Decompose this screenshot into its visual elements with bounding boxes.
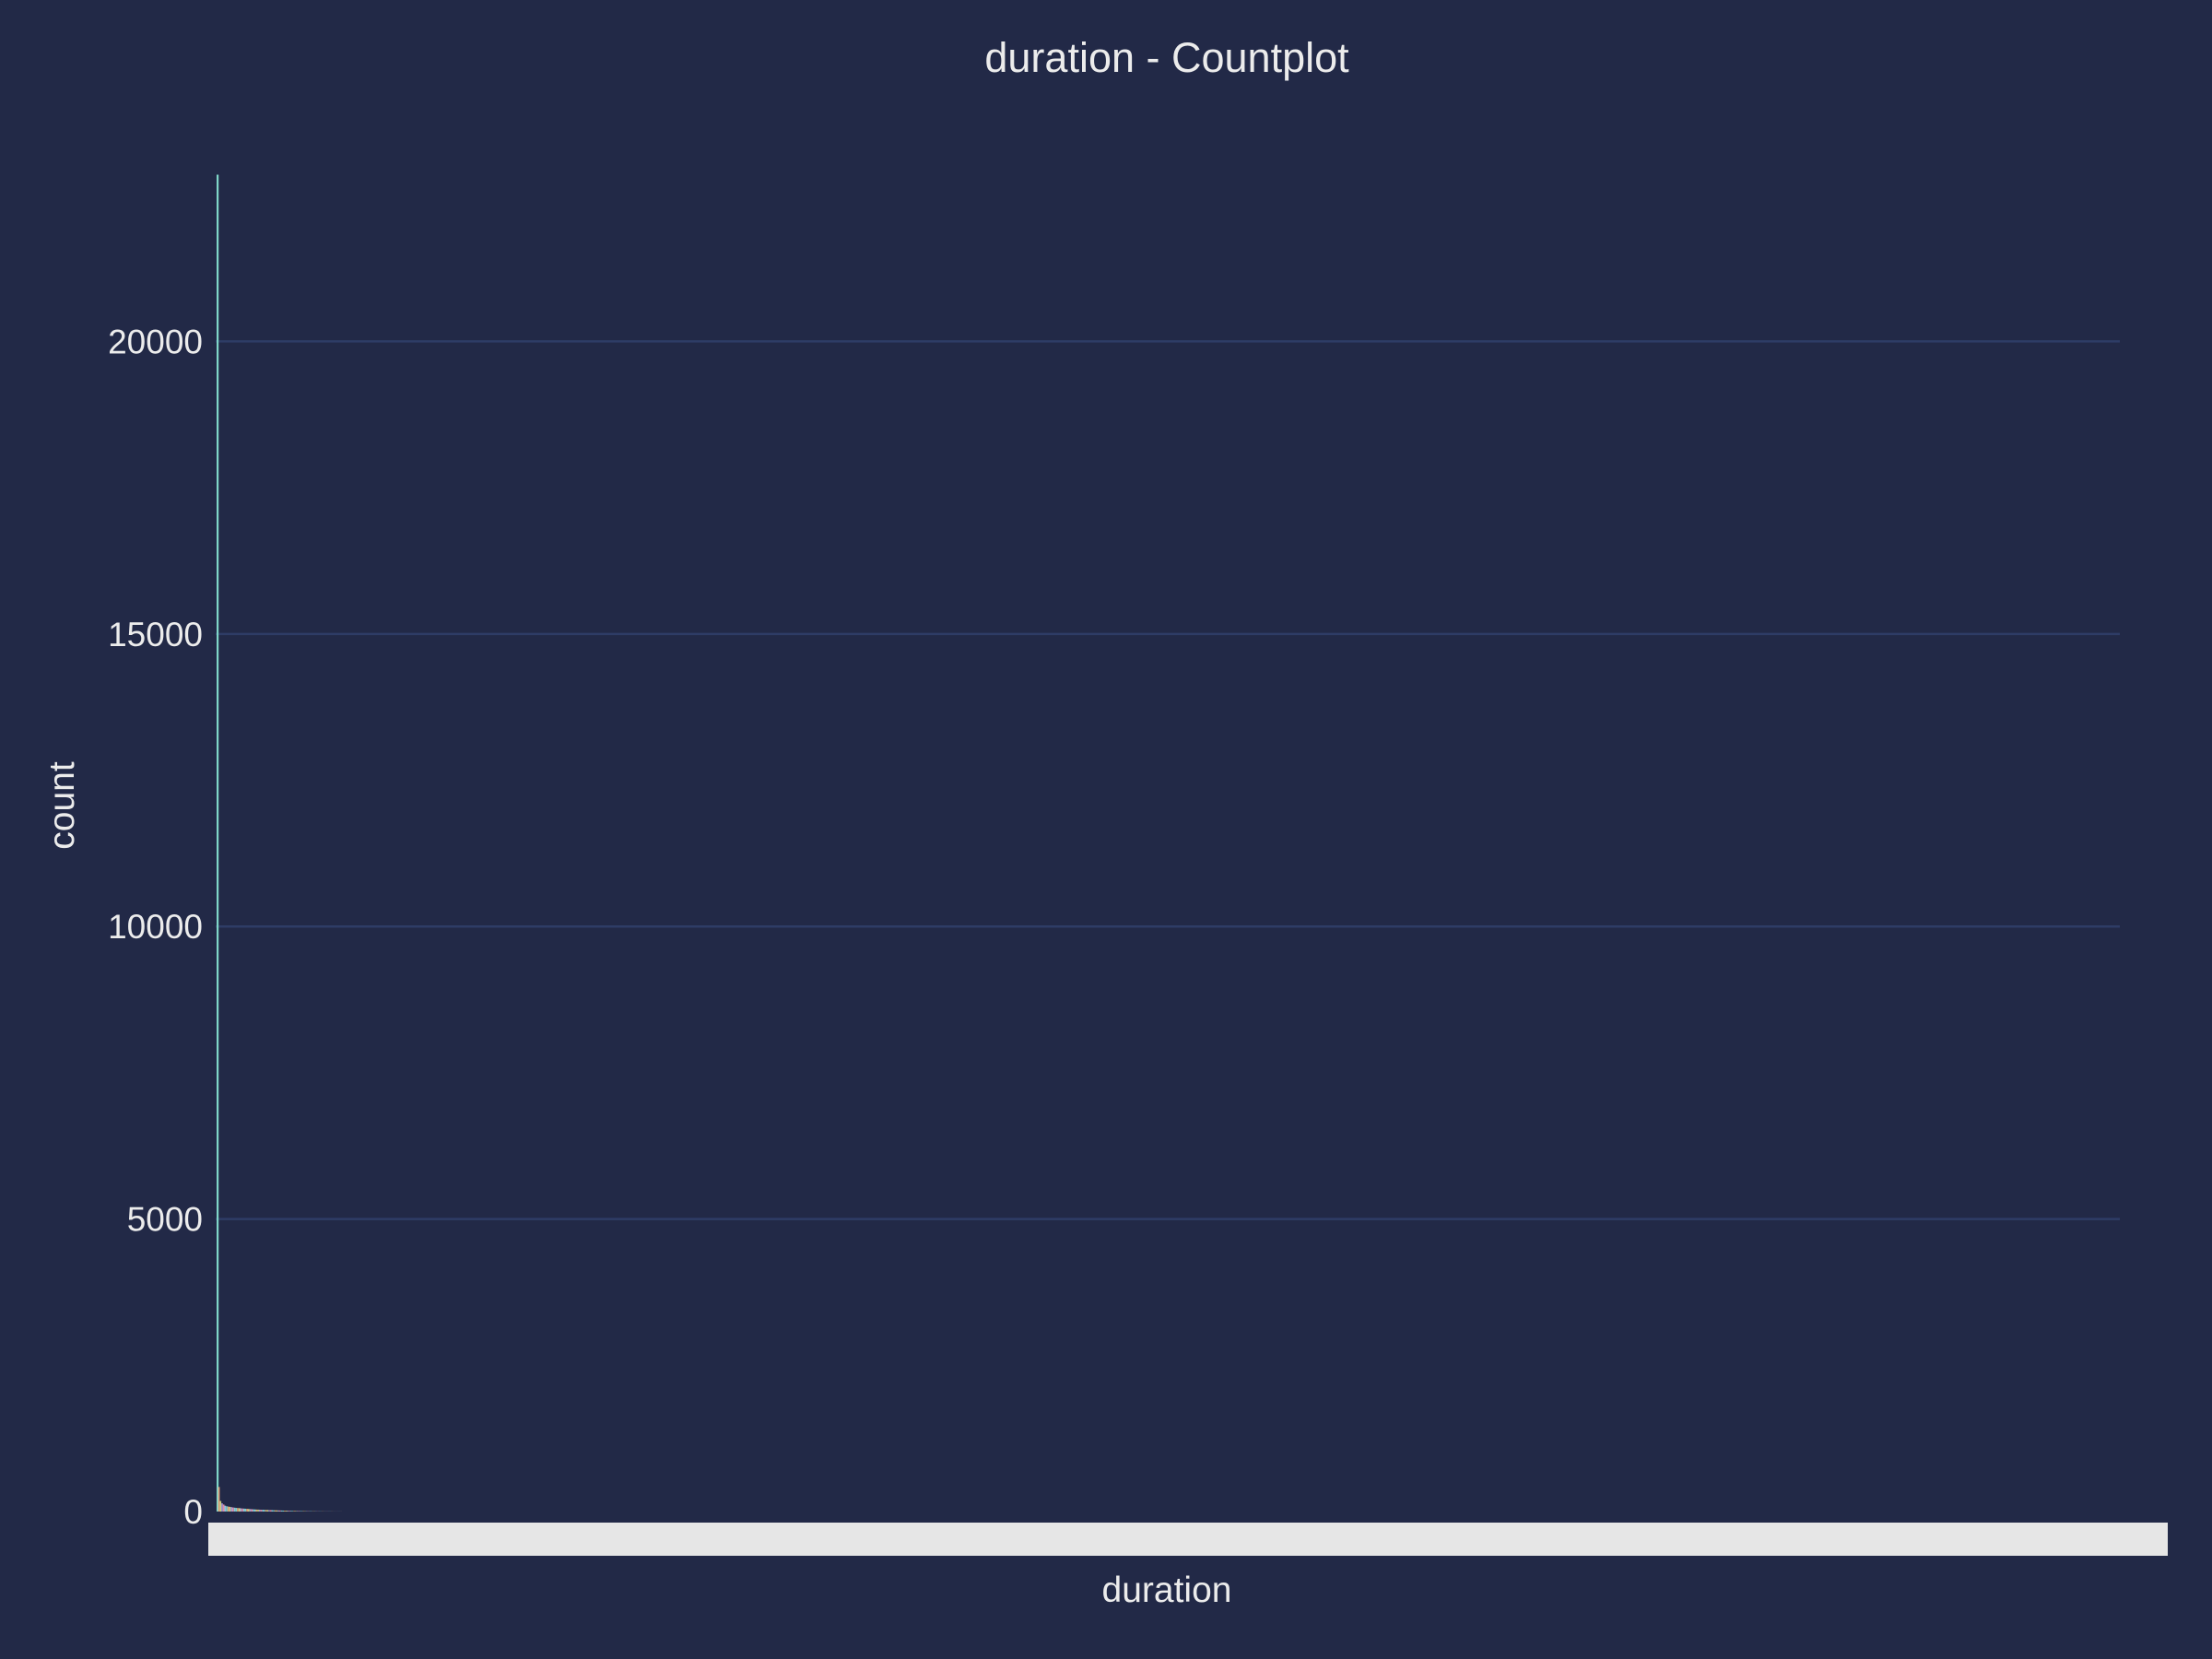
bar	[296, 1511, 299, 1512]
y-tick-label: 5000	[127, 1201, 203, 1239]
bar	[269, 1510, 272, 1512]
bar	[274, 1510, 276, 1512]
bar	[258, 1509, 261, 1512]
bar	[264, 1510, 265, 1512]
chart-title: duration - Countplot	[984, 34, 1349, 81]
bar	[226, 1506, 228, 1512]
bar	[240, 1508, 242, 1512]
y-tick-label: 0	[183, 1493, 203, 1531]
bar	[238, 1508, 241, 1512]
bar	[227, 1506, 229, 1512]
bar	[277, 1510, 279, 1512]
bar	[271, 1510, 274, 1512]
bar	[262, 1510, 264, 1512]
bar	[268, 1510, 270, 1512]
bar	[300, 1511, 301, 1512]
bar	[288, 1511, 290, 1512]
bar	[257, 1509, 259, 1512]
bar	[260, 1510, 263, 1512]
bar	[221, 1503, 223, 1512]
bars	[217, 174, 342, 1512]
bar	[230, 1507, 232, 1512]
bar	[253, 1509, 254, 1512]
bar	[293, 1511, 295, 1512]
bar	[219, 1500, 222, 1512]
bar	[265, 1510, 267, 1512]
x-tick-labels-band	[208, 1523, 2168, 1556]
x-axis-label: duration	[1102, 1571, 1232, 1610]
bar	[251, 1509, 253, 1512]
y-tick-label: 15000	[108, 616, 203, 653]
bar	[280, 1510, 283, 1512]
bar	[253, 1509, 256, 1512]
bar	[295, 1511, 297, 1512]
y-tick-label: 20000	[108, 323, 203, 360]
bar	[222, 1504, 225, 1512]
bar	[232, 1507, 234, 1512]
bar	[298, 1511, 300, 1512]
bar	[289, 1511, 292, 1512]
bar	[248, 1509, 250, 1512]
bar	[266, 1510, 269, 1512]
bar	[244, 1508, 247, 1512]
grid-lines	[216, 340, 2120, 1220]
bar	[276, 1510, 278, 1512]
bar	[284, 1511, 286, 1512]
bar	[287, 1511, 289, 1512]
bar	[246, 1509, 248, 1512]
bar	[229, 1506, 231, 1512]
y-axis: 0 5000 10000 15000 20000	[108, 323, 203, 1531]
bar	[291, 1511, 294, 1512]
bar	[279, 1510, 281, 1512]
bar	[249, 1509, 252, 1512]
bar	[233, 1507, 236, 1512]
y-tick-label: 10000	[108, 908, 203, 946]
bar	[273, 1510, 275, 1512]
y-axis-label: count	[42, 761, 82, 850]
bar	[241, 1508, 243, 1512]
bar	[242, 1508, 245, 1512]
bar	[237, 1508, 239, 1512]
bar	[217, 174, 219, 1512]
bar	[218, 1487, 220, 1512]
bar	[255, 1509, 258, 1512]
bar	[282, 1510, 285, 1512]
bar	[224, 1505, 227, 1512]
bar	[285, 1511, 288, 1512]
bar	[235, 1508, 238, 1512]
